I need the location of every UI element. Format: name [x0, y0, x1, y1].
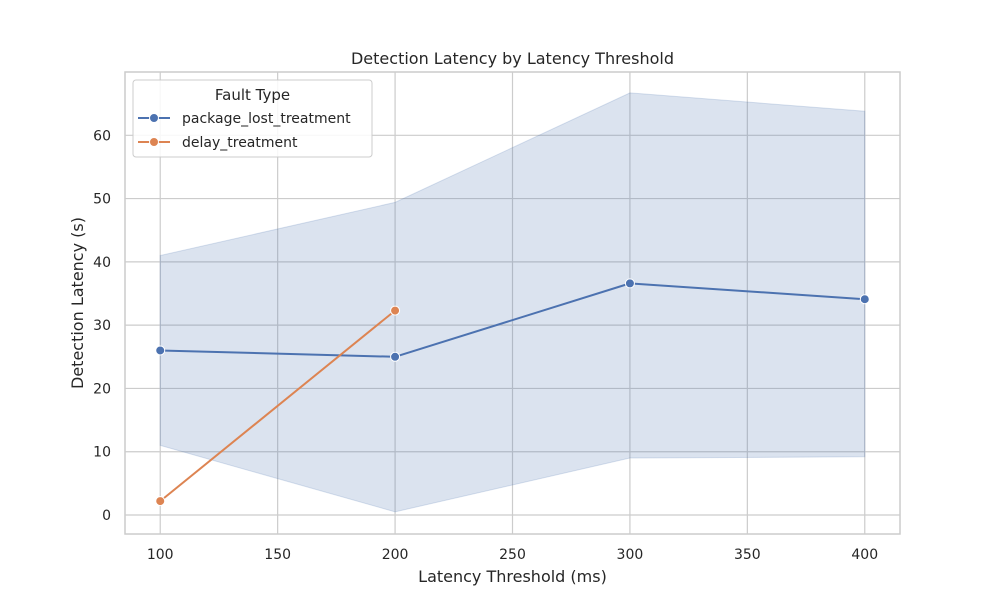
y-tick-label: 40 [93, 255, 111, 271]
grid-lines [125, 72, 900, 534]
data-point-delay_treatment [390, 305, 401, 316]
y-tick-label: 0 [102, 508, 111, 524]
data-point-package_lost_treatment [859, 294, 870, 305]
legend-marker-package_lost_treatment [149, 113, 159, 123]
y-tick-label: 50 [93, 192, 111, 208]
legend: Fault Type package_lost_treatment delay_t… [132, 79, 373, 158]
data-point-delay_treatment [155, 496, 166, 507]
x-tick-label: 400 [851, 547, 878, 563]
legend-label-package_lost_treatment: package_lost_treatment [182, 111, 351, 127]
data-point-package_lost_treatment [390, 351, 401, 362]
legend-title: Fault Type [215, 86, 290, 104]
data-point-package_lost_treatment [155, 345, 166, 356]
legend-items: package_lost_treatment delay_treatment [138, 111, 351, 151]
confidence-bands [159, 92, 866, 513]
x-tick-label: 250 [499, 547, 526, 563]
plot-frame [124, 71, 901, 535]
y-tick-label: 20 [93, 381, 111, 397]
confidence-band-package_lost_treatment [159, 92, 866, 513]
x-tick-label: 300 [617, 547, 644, 563]
tick-labels: 100 150 200 250 300 350 400 0 10 20 30 40 50 60 [93, 128, 878, 563]
series-lines [159, 282, 865, 502]
legend-label-delay_treatment: delay_treatment [182, 135, 298, 151]
series-points [155, 278, 870, 507]
series-line-delay_treatment [159, 309, 396, 502]
chart-title: Detection Latency by Latency Threshold [351, 49, 674, 68]
y-tick-label: 60 [93, 128, 111, 144]
y-tick-label: 10 [93, 445, 111, 461]
x-tick-label: 150 [264, 547, 291, 563]
y-axis-title: Detection Latency (s) [68, 217, 87, 389]
y-tick-label: 30 [93, 318, 111, 334]
data-point-package_lost_treatment [624, 278, 635, 289]
series-line-package_lost_treatment [160, 282, 865, 358]
legend-box [132, 79, 373, 158]
legend-marker-delay_treatment [149, 137, 159, 147]
x-axis-title: Latency Threshold (ms) [418, 567, 607, 586]
x-tick-label: 350 [734, 547, 761, 563]
x-tick-label: 200 [382, 547, 409, 563]
x-tick-label: 100 [147, 547, 174, 563]
